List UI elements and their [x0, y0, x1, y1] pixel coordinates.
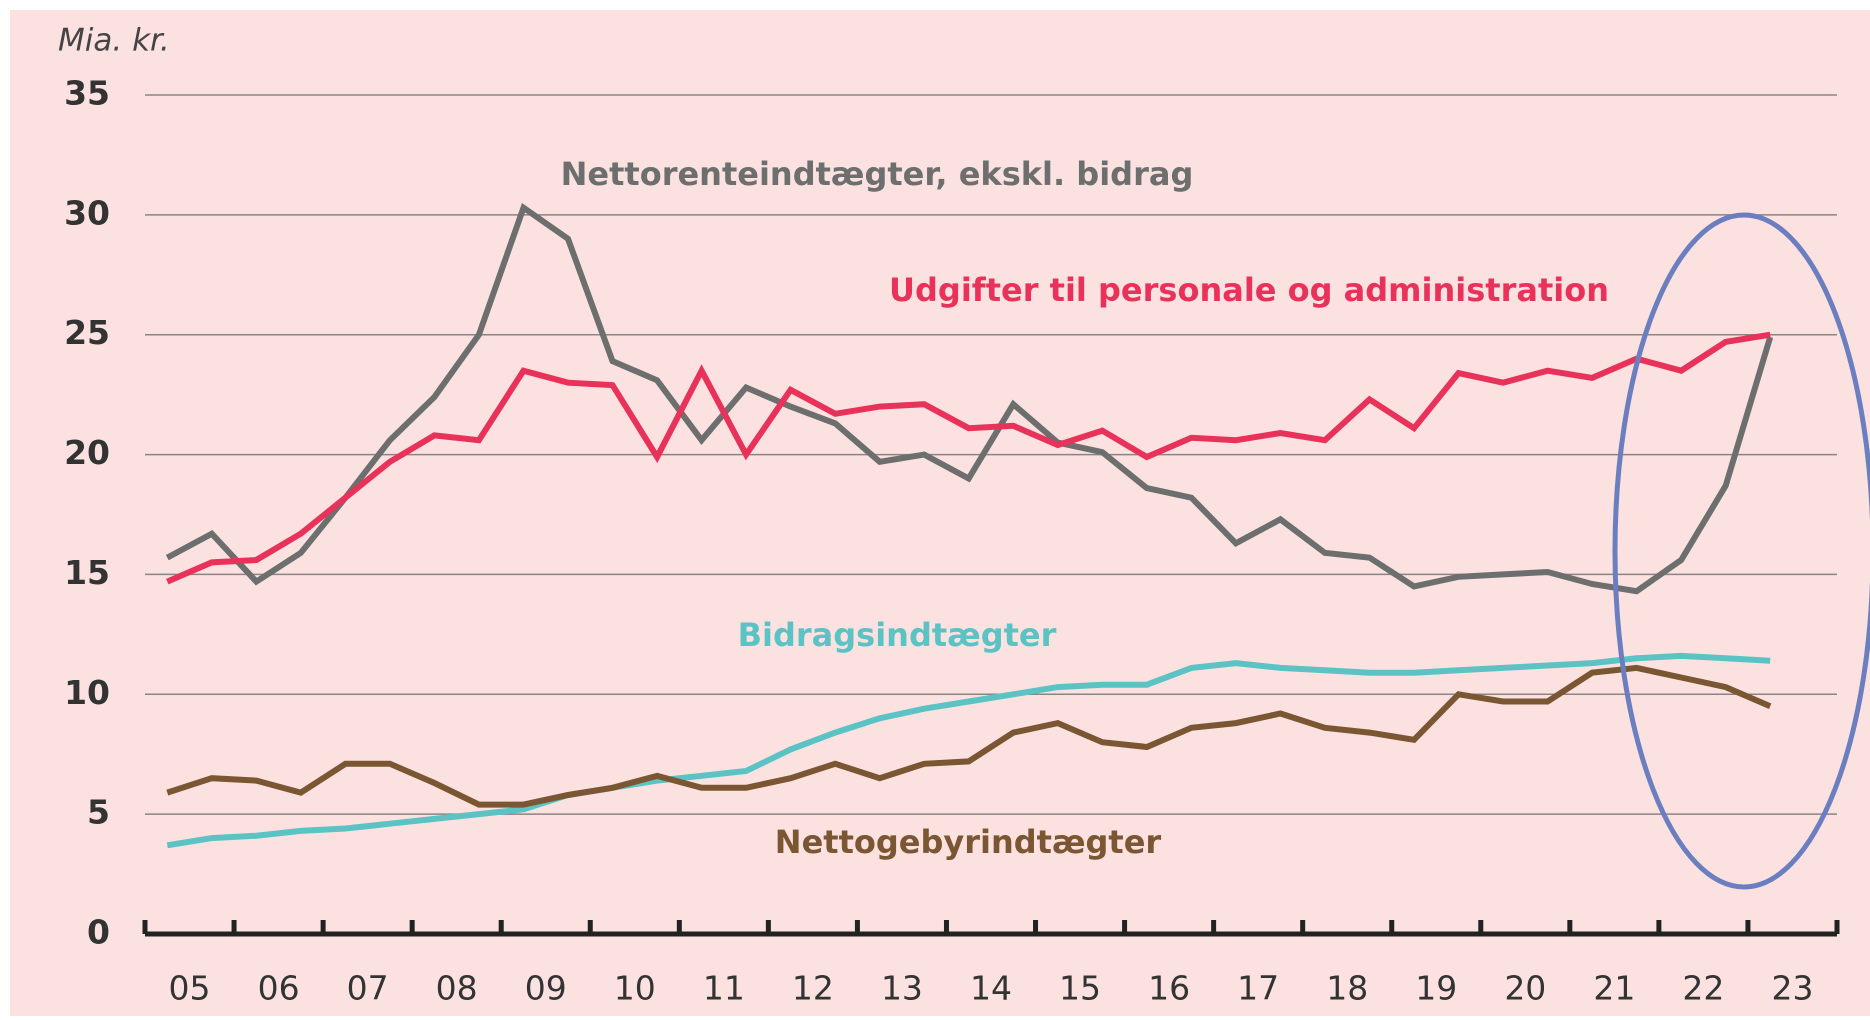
- series-line: [166, 664, 1772, 808]
- x-tick-label: 09: [525, 969, 567, 1008]
- x-tick-label: 22: [1682, 969, 1724, 1008]
- chart-background: [10, 10, 1870, 1016]
- x-tick-label: 16: [1148, 969, 1190, 1008]
- x-tick-label: 10: [614, 969, 656, 1008]
- y-tick-label: 0: [87, 913, 110, 952]
- y-tick-label: 25: [64, 313, 110, 352]
- x-tick-label: 15: [1059, 969, 1101, 1008]
- y-tick-label: 35: [64, 74, 110, 113]
- series-label: Udgifter til personale og administration: [889, 271, 1609, 309]
- x-tick-label: 17: [1237, 969, 1279, 1008]
- y-tick-label: 15: [64, 553, 110, 592]
- highlight-ellipse: [1612, 212, 1870, 890]
- y-tick-label: 5: [87, 793, 110, 832]
- x-tick-label: 19: [1415, 969, 1457, 1008]
- y-tick-label: 30: [64, 193, 110, 232]
- x-tick-label: 06: [258, 969, 300, 1008]
- x-tick-label: 12: [792, 969, 834, 1008]
- x-tick-label: 23: [1771, 969, 1813, 1008]
- x-tick-label: 08: [436, 969, 478, 1008]
- x-tick-label: 14: [970, 969, 1012, 1008]
- x-tick-label: 18: [1326, 969, 1368, 1008]
- x-tick-label: 13: [881, 969, 923, 1008]
- series-label: Nettogebyrindtægter: [775, 823, 1162, 861]
- x-tick-label: 20: [1504, 969, 1546, 1008]
- y-tick-label: 10: [64, 673, 110, 712]
- y-axis-label: Mia. kr.: [58, 23, 170, 59]
- x-tick-label: 21: [1593, 969, 1635, 1008]
- series-line: [166, 331, 1771, 585]
- series-line: [165, 202, 1774, 595]
- series-label: Bidragsindtægter: [738, 616, 1057, 654]
- series-line: [166, 652, 1771, 849]
- x-tick-label: 07: [347, 969, 389, 1008]
- y-tick-label: 20: [64, 433, 110, 472]
- series-label: Nettorenteindtægter, ekskl. bidrag: [561, 155, 1194, 193]
- x-tick-label: 05: [169, 969, 211, 1008]
- x-tick-label: 11: [703, 969, 745, 1008]
